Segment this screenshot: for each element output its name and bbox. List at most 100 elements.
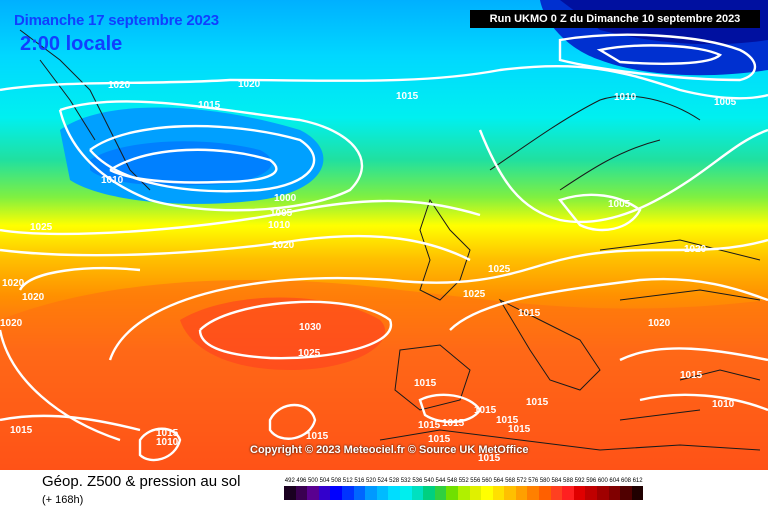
legend-tick-label: 560 (481, 478, 492, 484)
pressure-label: 1015 (156, 428, 179, 439)
legend-tick-label: 504 (319, 478, 330, 484)
valid-date: Dimanche 17 septembre 2023 (14, 12, 219, 29)
legend-swatch (539, 486, 551, 500)
pressure-label: 1025 (488, 264, 511, 275)
pressure-label: 1005 (714, 97, 737, 108)
legend-swatch (562, 486, 574, 500)
run-info: Run UKMO 0 Z du Dimanche 10 septembre 20… (470, 10, 760, 28)
high-zone (0, 280, 768, 470)
legend-tick-label: 544 (435, 478, 446, 484)
legend-tick-label: 492 (284, 478, 295, 484)
legend-swatch (376, 486, 389, 500)
legend-tick-label: 528 (389, 478, 400, 484)
pressure-label: 1020 (684, 244, 707, 255)
legend-swatch (481, 486, 493, 500)
legend-tick-label: 564 (493, 478, 504, 484)
legend-swatch (341, 486, 354, 500)
pressure-label: 1015 (518, 308, 541, 319)
pressure-label: 1015 (428, 434, 451, 445)
legend-swatch (515, 486, 528, 500)
legend-swatch (318, 486, 331, 500)
legend-tick-label: 580 (539, 478, 550, 484)
footer-subtitle: (+ 168h) (42, 494, 84, 506)
legend-tick-label: 568 (505, 478, 516, 484)
legend-tick-label: 540 (423, 478, 434, 484)
legend-tick-label: 500 (307, 478, 318, 484)
pressure-label: 1000 (274, 193, 297, 204)
legend-tick-label: 508 (331, 478, 342, 484)
pressure-label: 1025 (298, 348, 321, 359)
legend-swatch (295, 486, 308, 500)
pressure-label: 1015 (526, 397, 549, 408)
legend-tick-label: 520 (365, 478, 376, 484)
legend-swatch (399, 486, 412, 500)
pressure-label: 1015 (306, 431, 329, 442)
pressure-label: 1020 (2, 278, 25, 289)
legend-tick-label: 592 (574, 478, 585, 484)
legend-swatch (504, 486, 516, 500)
pressure-label: 1015 (508, 424, 531, 435)
copyright: Copyright © 2023 Meteociel.fr © Source U… (250, 444, 529, 456)
legend-swatch (307, 486, 319, 500)
color-legend: 492 496 500 504 508 512 516 520 524 528 532 536 540 5… (284, 478, 644, 500)
legend-tick-label: 576 (528, 478, 539, 484)
legend-tick-label: 600 (597, 478, 608, 484)
isobars (0, 33, 768, 462)
pressure-label: 1020 (238, 79, 261, 90)
legend-swatch (365, 486, 377, 500)
legend-swatch (423, 486, 435, 500)
legend-tick-label: 524 (377, 478, 388, 484)
legend-tick-label: 548 (447, 478, 458, 484)
legend-tick-label: 584 (551, 478, 562, 484)
pressure-label: 1020 (648, 318, 671, 329)
legend-swatch (388, 486, 400, 500)
pressure-label: 1015 (396, 91, 419, 102)
legend-swatch (608, 486, 621, 500)
footer-title: Géop. Z500 & pression au sol (42, 473, 241, 490)
pressure-label: 1020 (272, 240, 295, 251)
pressure-label: 1015 (496, 415, 519, 426)
legend-tick-label: 552 (458, 478, 469, 484)
legend-tick-label: 588 (563, 478, 574, 484)
pressure-label: 1015 (10, 425, 33, 436)
legend-tick-label: 496 (296, 478, 307, 484)
pressure-labels: 1020 1020 1015 1015 1010 1005 1010 1000 … (0, 79, 737, 464)
pressure-label: 1025 (463, 289, 486, 300)
legend-swatch (330, 486, 342, 500)
pressure-label: 1010 (101, 175, 124, 186)
pressure-label: 1015 (442, 418, 465, 429)
coastlines (19, 29, 761, 451)
legend-swatch (434, 486, 447, 500)
legend-tick-label: 604 (609, 478, 620, 484)
legend-swatch (620, 486, 632, 500)
legend-bar (284, 486, 644, 500)
legend-tick-label: 532 (400, 478, 411, 484)
legend-swatch (411, 486, 424, 500)
legend-swatch (597, 486, 609, 500)
legend-swatch (446, 486, 458, 500)
legend-swatch (631, 486, 644, 500)
pressure-label: 1025 (30, 222, 53, 233)
legend-swatch (585, 486, 598, 500)
pressure-label: 1020 (22, 292, 45, 303)
legend-tick-label: 556 (470, 478, 481, 484)
pressure-label: 1005 (270, 208, 293, 219)
legend-swatch (457, 486, 470, 500)
legend-swatch (284, 486, 296, 500)
pressure-label: 1030 (299, 322, 322, 333)
legend-tick-label: 608 (621, 478, 632, 484)
footer: Géop. Z500 & pression au sol (+ 168h) 49… (0, 470, 768, 512)
pressure-label: 1020 (108, 80, 131, 91)
legend-tick-label: 596 (586, 478, 597, 484)
pressure-label: 1015 (414, 378, 437, 389)
pressure-label: 1010 (712, 399, 735, 410)
pressure-label: 1015 (418, 420, 441, 431)
legend-tick-label: 612 (632, 478, 643, 484)
pressure-label: 1015 (474, 405, 497, 416)
legend-tick-label: 516 (354, 478, 365, 484)
pressure-label: 1015 (198, 100, 221, 111)
pressure-label: 1010 (156, 437, 179, 448)
legend-tick-label: 536 (412, 478, 423, 484)
legend-swatch (550, 486, 563, 500)
